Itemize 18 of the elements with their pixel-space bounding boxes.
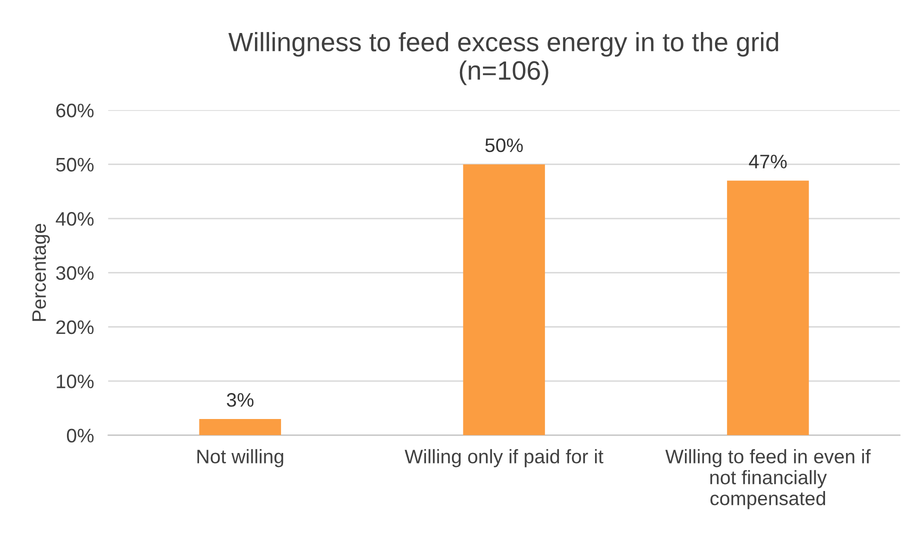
x-tick-label: Willing only if paid for it — [404, 449, 604, 468]
y-tick-label: 60% — [56, 104, 94, 118]
data-label: 50% — [485, 138, 523, 152]
y-tick-label: 20% — [56, 320, 94, 334]
x-tick-label: Not willing — [197, 449, 284, 468]
x-tick-label: Willing to feed in even if not financially compensated — [665, 449, 871, 510]
data-label: 47% — [748, 154, 787, 168]
y-axis-title: Percentage — [32, 224, 50, 321]
chart-title: Willingness to feed excess energy in to the grid (n=106) — [228, 32, 778, 86]
y-tick-label: 40% — [56, 212, 94, 226]
y-tick-label: 10% — [56, 374, 94, 388]
y-tick-label: 50% — [56, 158, 94, 172]
y-tick-label: 30% — [56, 266, 94, 280]
bar — [463, 164, 545, 436]
data-label: 3% — [226, 393, 254, 407]
y-tick-label: 0% — [66, 428, 94, 442]
bar — [199, 418, 282, 436]
bar — [727, 180, 809, 436]
